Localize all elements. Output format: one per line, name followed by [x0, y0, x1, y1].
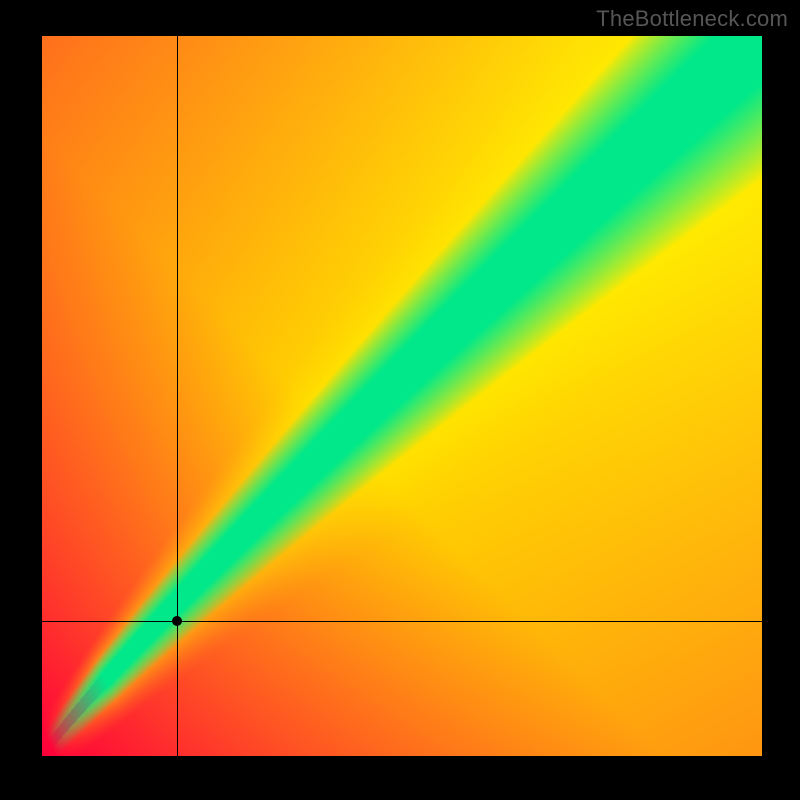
crosshair-marker — [172, 616, 182, 626]
crosshair-horizontal — [42, 621, 762, 622]
watermark-text: TheBottleneck.com — [596, 6, 788, 32]
plot-area — [42, 36, 762, 756]
heatmap-canvas — [42, 36, 762, 756]
crosshair-vertical — [177, 36, 178, 756]
